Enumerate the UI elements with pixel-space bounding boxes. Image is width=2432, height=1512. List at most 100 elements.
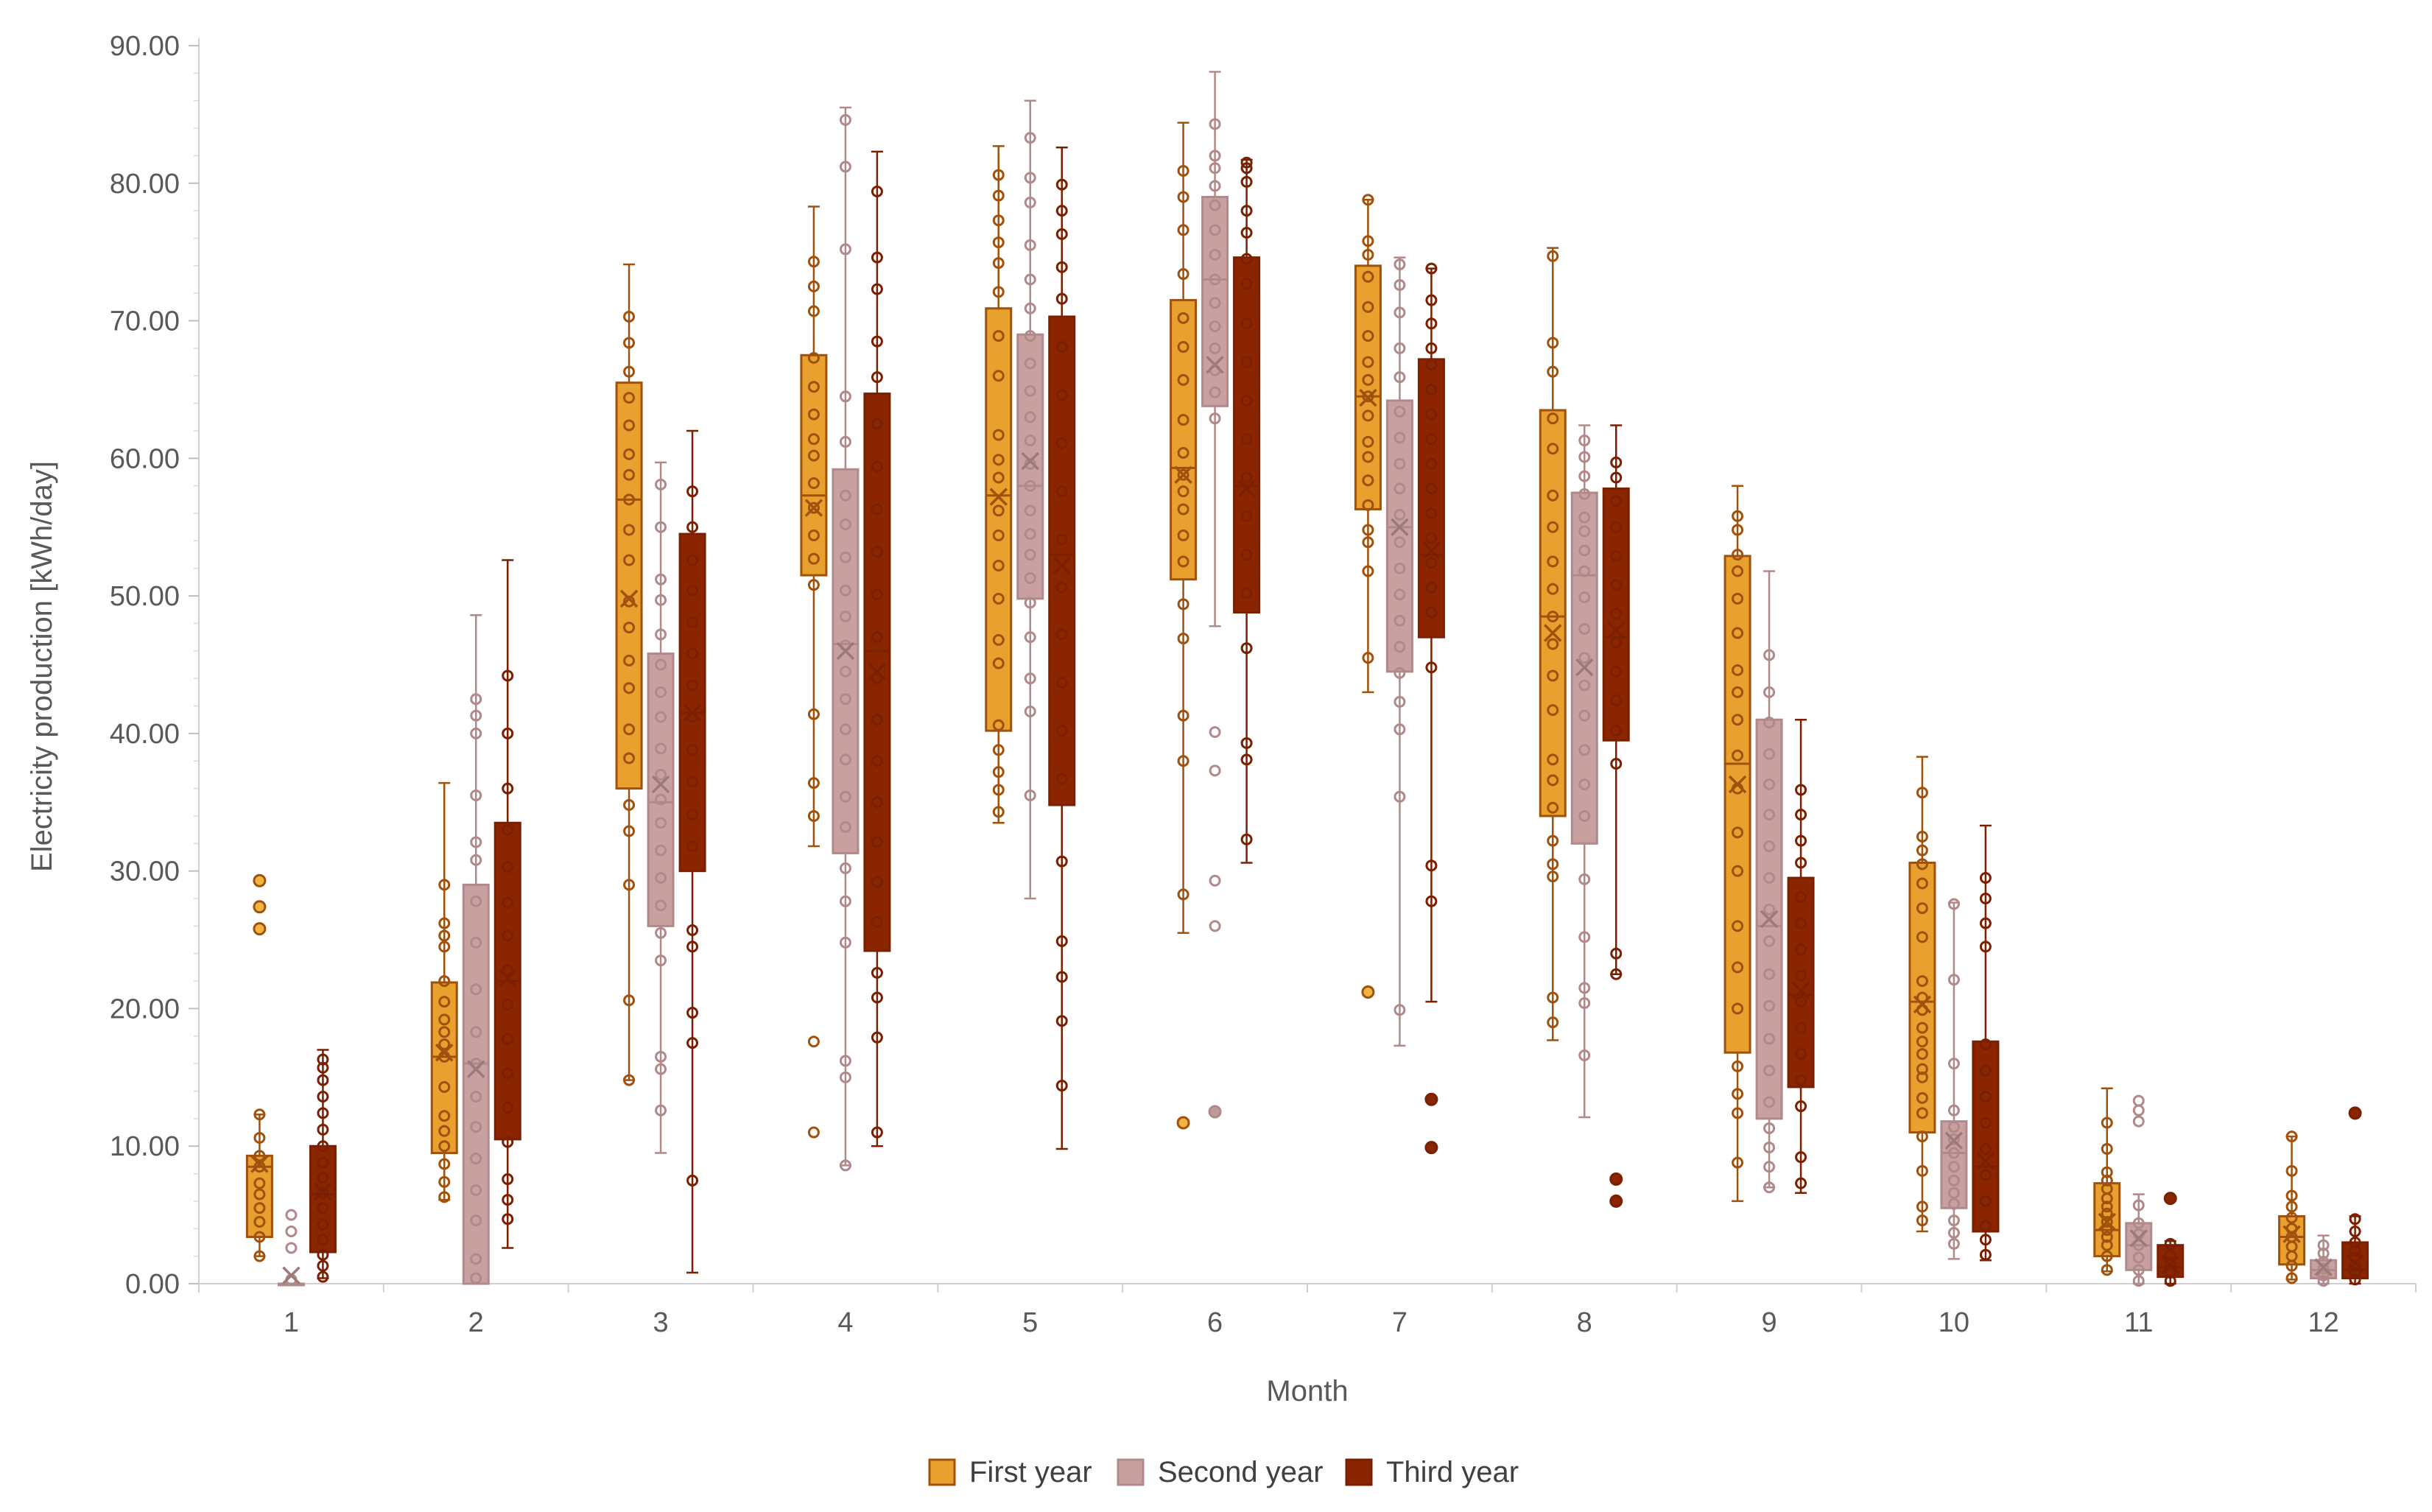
outlier-point — [2348, 1106, 2362, 1120]
data-point — [1362, 409, 1374, 422]
data-point — [807, 408, 820, 421]
data-point — [1024, 302, 1036, 314]
data-point — [2101, 1166, 2113, 1178]
data-point — [1916, 902, 1928, 915]
legend-swatch-first-year[interactable] — [928, 1458, 956, 1486]
y-axis-title: Electricity production [kWh/day] — [26, 461, 58, 872]
box-third-year-month-12 — [2341, 1106, 2369, 1286]
y-tick-label: 30.00 — [110, 857, 180, 887]
data-point — [438, 1158, 451, 1170]
data-point — [1610, 579, 1623, 591]
data-point — [1394, 371, 1406, 384]
mean-marker — [435, 1043, 454, 1062]
data-point — [1916, 844, 1928, 857]
x-tick-label: 12 — [2308, 1307, 2338, 1338]
data-point — [623, 468, 636, 481]
mean-marker — [651, 775, 670, 794]
data-point — [1979, 917, 1992, 929]
data-point — [1209, 764, 1221, 777]
data-point — [623, 419, 636, 432]
data-point — [1240, 587, 1253, 599]
data-point — [871, 251, 883, 264]
data-point — [1055, 389, 1068, 401]
data-point — [1732, 524, 1744, 536]
data-point — [2164, 1256, 2176, 1269]
series-third-year — [309, 146, 2369, 1287]
data-point — [1947, 1058, 1960, 1070]
box — [1385, 399, 1413, 673]
data-point — [992, 471, 1005, 484]
data-point — [655, 573, 667, 586]
data-point — [1024, 457, 1036, 470]
data-point — [686, 521, 699, 533]
data-point — [1177, 373, 1189, 386]
data-point — [1394, 588, 1406, 601]
outlier-point — [1361, 985, 1375, 999]
data-point — [807, 381, 820, 393]
data-point — [807, 552, 820, 565]
data-point — [1209, 342, 1221, 354]
data-point — [839, 390, 851, 403]
y-tick-label: 50.00 — [110, 581, 180, 612]
data-point — [317, 1140, 329, 1153]
mean-marker — [1021, 451, 1039, 471]
data-point — [1362, 330, 1374, 342]
data-point — [1055, 1080, 1068, 1092]
data-point — [623, 622, 636, 634]
data-point — [1732, 826, 1744, 839]
x-tick-label: 7 — [1392, 1307, 1407, 1338]
legend-swatch-third-year[interactable] — [1345, 1458, 1373, 1486]
data-point — [1547, 337, 1559, 349]
box-first-year-month-2 — [430, 781, 458, 1203]
data-point — [1763, 872, 1776, 885]
data-point — [807, 502, 820, 514]
data-point — [871, 966, 883, 979]
data-point — [1055, 773, 1068, 785]
data-point — [2101, 1174, 2113, 1186]
data-point — [2285, 1131, 2298, 1143]
data-point — [1979, 1064, 1992, 1077]
data-point — [1763, 903, 1776, 915]
data-point — [1916, 975, 1928, 988]
data-point — [285, 1209, 298, 1221]
data-point — [686, 809, 699, 821]
data-point — [992, 504, 1005, 517]
data-point — [2285, 1164, 2298, 1177]
data-point — [1024, 330, 1036, 342]
data-point — [871, 503, 883, 516]
data-point — [1547, 521, 1559, 533]
data-point — [871, 714, 883, 726]
data-point — [1055, 628, 1068, 641]
data-point — [1177, 446, 1189, 459]
data-point — [1610, 495, 1623, 507]
data-point — [1947, 1226, 1960, 1239]
data-point — [1177, 164, 1189, 177]
mean-marker — [314, 1182, 332, 1201]
data-point — [807, 280, 820, 292]
data-point — [871, 371, 883, 384]
data-point — [686, 1037, 699, 1049]
y-tick-label: 70.00 — [110, 306, 180, 337]
data-point — [839, 1071, 851, 1083]
data-point — [1209, 726, 1221, 739]
data-point — [1979, 940, 1992, 953]
data-point — [1394, 536, 1406, 549]
data-point — [871, 915, 883, 928]
box — [2093, 1182, 2121, 1258]
data-point — [1177, 468, 1189, 481]
data-point — [992, 286, 1005, 298]
legend-swatch-second-year[interactable] — [1117, 1458, 1145, 1486]
data-point — [1024, 172, 1036, 184]
data-point — [1055, 855, 1068, 868]
mean-marker — [1944, 1131, 1964, 1150]
legend: First year Second year Third year — [928, 1456, 1519, 1488]
data-point — [438, 940, 451, 953]
box — [1940, 1120, 1968, 1209]
data-point — [1763, 809, 1776, 821]
data-point — [1394, 342, 1406, 354]
data-point — [623, 825, 636, 837]
data-point — [317, 1186, 329, 1199]
data-point — [1394, 482, 1406, 495]
data-point — [623, 554, 636, 566]
data-point — [1177, 414, 1189, 426]
